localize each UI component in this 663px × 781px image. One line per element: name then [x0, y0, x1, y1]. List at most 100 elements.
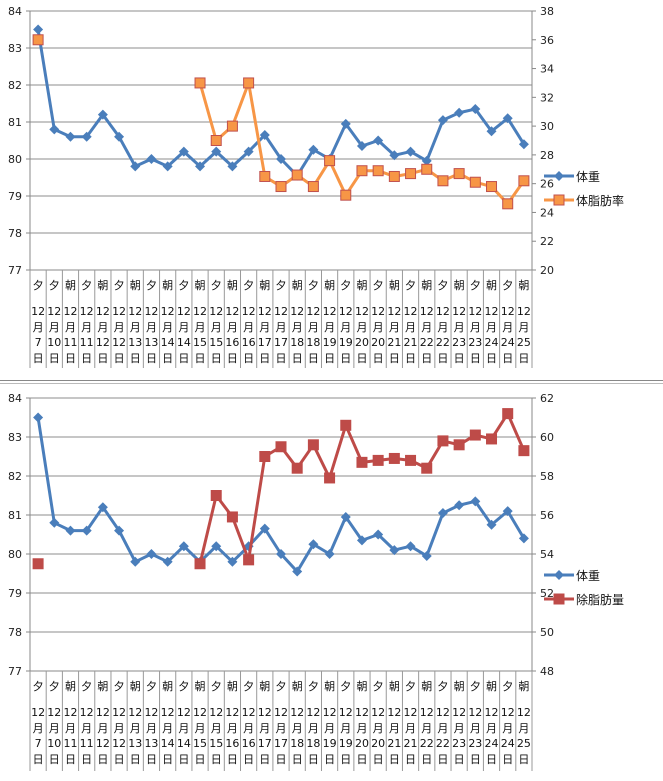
category-day-label: 23	[452, 737, 466, 750]
category-period-label: 夕	[276, 680, 287, 693]
data-point-0	[146, 549, 157, 559]
category-month-char: 月	[470, 321, 481, 334]
category-day-label: 20	[355, 737, 369, 750]
category-day-label: 10	[47, 737, 61, 750]
category-month-char: 月	[502, 321, 513, 334]
y-left-tick-label: 83	[8, 431, 22, 444]
category-period-label: 朝	[324, 680, 335, 693]
data-point-1	[502, 198, 514, 210]
category-period-label: 夕	[81, 279, 92, 292]
data-point-1	[340, 419, 352, 431]
category-day-label: 16	[225, 336, 239, 349]
category-day-char: 日	[405, 352, 416, 365]
category-month-label: 12	[80, 706, 94, 719]
data-point-1	[226, 511, 238, 523]
category-period-label: 夕	[405, 279, 416, 292]
category-day-label: 25	[517, 336, 531, 349]
data-point-0	[97, 502, 108, 513]
category-period-label: 朝	[389, 680, 400, 693]
category-month-char: 月	[211, 722, 222, 735]
category-day-label: 16	[225, 737, 239, 750]
data-point-0	[340, 118, 351, 129]
category-month-char: 月	[389, 722, 400, 735]
category-month-label: 12	[468, 305, 482, 318]
category-period-label: 夕	[114, 279, 125, 292]
category-month-label: 12	[225, 305, 239, 318]
category-period-label: 朝	[195, 279, 206, 292]
category-day-label: 16	[242, 336, 256, 349]
category-day-char: 日	[518, 753, 529, 766]
series-line-0	[36, 417, 526, 574]
category-period-label: 夕	[33, 279, 44, 292]
category-period-label: 朝	[65, 279, 76, 292]
category-day-label: 17	[258, 336, 272, 349]
data-point-1	[356, 456, 368, 468]
category-day-char: 日	[49, 753, 60, 766]
data-point-0	[259, 129, 270, 140]
data-point-0	[470, 104, 481, 115]
data-point-1	[291, 169, 303, 181]
data-point-0	[454, 107, 465, 118]
category-day-label: 23	[468, 336, 482, 349]
category-month-label: 12	[387, 305, 401, 318]
category-day-label: 15	[209, 336, 223, 349]
category-period-label: 夕	[405, 680, 416, 693]
category-month-char: 月	[486, 321, 497, 334]
category-period-label: 朝	[292, 279, 303, 292]
category-day-label: 21	[404, 737, 418, 750]
legend-label-1: 除脂肪量	[576, 592, 624, 607]
category-month-label: 12	[290, 706, 304, 719]
legend-marker-1	[553, 593, 565, 605]
category-month-char: 月	[308, 722, 319, 735]
y-left-tick-label: 81	[8, 509, 22, 522]
y-left-tick-label: 78	[8, 626, 22, 639]
data-point-0	[373, 135, 384, 146]
category-day-char: 日	[356, 753, 367, 766]
category-day-label: 18	[290, 336, 304, 349]
category-day-char: 日	[276, 753, 287, 766]
chart-body-fat: 777879808182838420222426283032343638夕12月…	[8, 5, 624, 368]
legend-label-0: 体重	[576, 170, 600, 184]
data-point-1	[226, 120, 238, 132]
category-day-label: 14	[161, 737, 175, 750]
category-day-char: 日	[324, 352, 335, 365]
y-left-tick-label: 77	[8, 665, 22, 678]
category-day-char: 日	[373, 753, 384, 766]
data-point-0	[502, 506, 513, 517]
data-point-1	[259, 170, 271, 182]
category-month-char: 月	[454, 722, 465, 735]
y-right-tick-label: 52	[540, 587, 554, 600]
category-period-label: 朝	[227, 279, 238, 292]
data-point-1	[243, 77, 255, 89]
category-day-char: 日	[389, 753, 400, 766]
category-month-label: 12	[258, 706, 272, 719]
category-month-label: 12	[242, 706, 256, 719]
category-day-char: 日	[211, 753, 222, 766]
category-day-char: 日	[437, 753, 448, 766]
category-day-char: 日	[454, 753, 465, 766]
category-day-label: 24	[501, 336, 515, 349]
category-month-label: 12	[193, 706, 207, 719]
data-point-1	[469, 176, 481, 188]
category-day-label: 7	[35, 737, 42, 750]
y-right-tick-label: 60	[540, 431, 554, 444]
data-point-0	[97, 109, 108, 120]
category-day-label: 10	[47, 336, 61, 349]
y-left-tick-label: 81	[8, 116, 22, 129]
category-period-label: 夕	[340, 279, 351, 292]
category-day-char: 日	[308, 352, 319, 365]
data-point-0	[33, 412, 44, 423]
category-day-char: 日	[324, 753, 335, 766]
category-day-char: 日	[162, 352, 173, 365]
category-day-char: 日	[146, 753, 157, 766]
category-day-char: 日	[470, 753, 481, 766]
y-left-tick-label: 78	[8, 227, 22, 240]
category-day-char: 日	[162, 753, 173, 766]
category-period-label: 朝	[162, 279, 173, 292]
data-point-0	[81, 525, 92, 536]
category-month-label: 12	[128, 305, 142, 318]
data-point-0	[276, 549, 286, 559]
data-point-1	[324, 472, 336, 484]
data-point-0	[49, 124, 60, 135]
data-point-0	[356, 141, 367, 152]
